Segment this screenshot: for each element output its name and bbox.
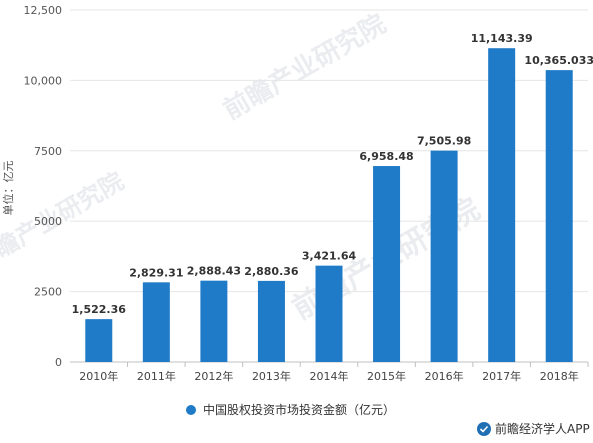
data-label: 2,829.31	[129, 266, 183, 279]
y-axis-ticks: 0 2500 5000 7500 10,000 12,500	[24, 4, 63, 369]
legend-marker	[186, 405, 196, 415]
data-labels: 1,522.36 2,829.31 2,888.43 2,880.363,421.64…	[72, 32, 593, 316]
bars	[85, 48, 573, 363]
data-label: 10,365.033	[524, 54, 593, 67]
y-tick-label: 7500	[34, 145, 62, 158]
y-tick-label: 2500	[34, 286, 62, 299]
y-axis-label: 单位：亿元	[1, 161, 15, 216]
y-tick-label: 0	[55, 356, 62, 369]
bar	[545, 70, 573, 363]
bar	[430, 150, 458, 362]
y-tick-label: 5000	[34, 215, 62, 228]
legend-label: 中国股权投资市场投资金额（亿元）	[203, 402, 395, 417]
x-tick-label: 2011年	[137, 369, 176, 383]
data-label: 11,143.39	[471, 32, 533, 45]
x-axis-ticks: 2010年 2011年 2012年 2013年 2014年 2015年 2016年 2017年…	[79, 362, 589, 383]
x-tick-label: 2013年	[252, 369, 291, 383]
bar	[142, 282, 170, 362]
data-label: 2,880.36	[244, 265, 299, 278]
app-logo-icon	[477, 422, 491, 436]
x-tick-label: 2014年	[310, 369, 349, 383]
watermark-layer: 前瞻产业研究院前瞻产业研究院前瞻产业研究院	[0, 8, 486, 327]
app-logo-icon-glyph	[479, 425, 489, 433]
data-label: 2,888.43	[187, 265, 241, 278]
bar	[200, 280, 228, 362]
watermark-text: 前瞻产业研究院	[218, 8, 391, 126]
credit-text: 前瞻经济学人APP	[495, 421, 590, 436]
x-tick-label: 2012年	[194, 369, 233, 383]
bar	[257, 280, 285, 362]
x-tick-label: 2010年	[79, 369, 118, 383]
x-tick-label: 2016年	[425, 369, 464, 383]
x-tick-label: 2015年	[367, 369, 406, 383]
data-label: 1,522.36	[72, 303, 127, 316]
bar	[315, 265, 343, 362]
bar	[373, 166, 401, 362]
data-label: 3,421.64	[302, 250, 357, 263]
x-tick-label: 2017年	[482, 369, 521, 383]
x-tick-label: 2018年	[540, 369, 579, 383]
data-label: 6,958.48	[359, 150, 413, 163]
bar	[488, 48, 516, 362]
data-label: 7,505.98	[417, 135, 471, 148]
credit: 前瞻经济学人APP	[477, 421, 590, 436]
y-tick-label: 10,000	[24, 74, 63, 87]
y-tick-label: 12,500	[24, 4, 63, 17]
legend: 中国股权投资市场投资金额（亿元）	[186, 402, 395, 417]
bar	[85, 319, 113, 362]
